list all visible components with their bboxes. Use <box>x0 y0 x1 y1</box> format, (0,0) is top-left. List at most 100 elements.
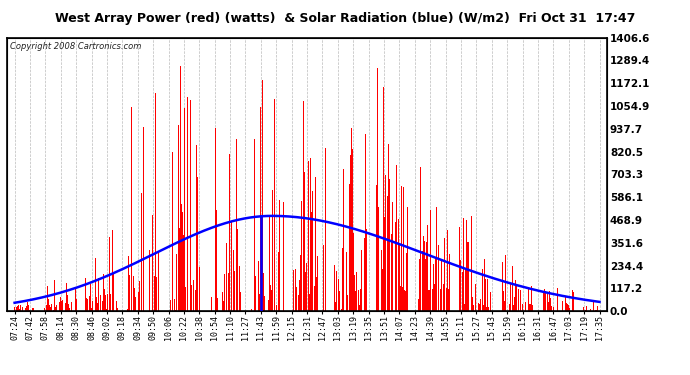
Bar <box>119 148 121 311</box>
Bar <box>293 270 294 311</box>
Bar <box>61 300 62 311</box>
Bar <box>335 302 336 311</box>
Bar <box>250 246 251 311</box>
Bar <box>532 306 533 311</box>
Bar <box>316 277 317 311</box>
Bar <box>406 207 408 311</box>
Bar <box>464 304 465 311</box>
Bar <box>472 297 473 311</box>
Bar <box>29 310 30 311</box>
Bar <box>314 286 315 311</box>
Bar <box>245 299 246 311</box>
Bar <box>217 298 218 311</box>
Bar <box>36 291 37 311</box>
Bar <box>467 242 468 311</box>
Bar <box>375 157 376 311</box>
Bar <box>283 202 284 311</box>
Bar <box>366 300 368 311</box>
Bar <box>353 232 354 311</box>
Bar <box>485 279 486 311</box>
Bar <box>251 309 253 311</box>
Bar <box>234 271 235 311</box>
Bar <box>479 304 480 311</box>
Bar <box>272 190 273 311</box>
Bar <box>166 107 167 311</box>
Bar <box>595 310 596 311</box>
Bar <box>179 228 180 311</box>
Bar <box>436 207 437 311</box>
Bar <box>553 307 554 311</box>
Bar <box>435 258 436 311</box>
Bar <box>203 242 204 311</box>
Bar <box>562 301 563 311</box>
Bar <box>539 299 540 311</box>
Bar <box>350 155 351 311</box>
Bar <box>231 222 232 311</box>
Bar <box>533 307 535 311</box>
Bar <box>158 251 159 311</box>
Text: West Array Power (red) (watts)  & Solar Radiation (blue) (W/m2)  Fri Oct 31  17:: West Array Power (red) (watts) & Solar R… <box>55 12 635 25</box>
Bar <box>513 304 514 311</box>
Bar <box>274 99 275 311</box>
Bar <box>384 217 385 311</box>
Bar <box>205 165 206 311</box>
Bar <box>243 162 244 311</box>
Bar <box>56 305 57 311</box>
Bar <box>223 301 224 311</box>
Bar <box>91 308 92 311</box>
Bar <box>308 160 309 311</box>
Bar <box>396 165 397 311</box>
Bar <box>79 303 81 311</box>
Bar <box>551 306 552 311</box>
Bar <box>478 303 479 311</box>
Bar <box>360 289 361 311</box>
Bar <box>248 187 249 311</box>
Bar <box>139 281 140 311</box>
Bar <box>382 268 383 311</box>
Bar <box>540 288 542 311</box>
Bar <box>211 297 213 311</box>
Bar <box>565 297 566 311</box>
Bar <box>178 124 179 311</box>
Bar <box>104 289 105 311</box>
Bar <box>514 297 515 311</box>
Bar <box>483 305 484 311</box>
Bar <box>107 294 108 311</box>
Bar <box>163 258 164 311</box>
Bar <box>518 289 519 311</box>
Bar <box>285 261 286 311</box>
Bar <box>26 306 27 311</box>
Bar <box>450 200 451 311</box>
Bar <box>50 307 51 311</box>
Bar <box>291 228 293 311</box>
Bar <box>131 107 132 311</box>
Bar <box>342 248 343 311</box>
Bar <box>458 306 460 311</box>
Bar <box>19 309 20 311</box>
Bar <box>412 184 413 311</box>
Bar <box>180 66 181 311</box>
Bar <box>172 152 173 311</box>
Bar <box>418 299 420 311</box>
Bar <box>361 250 362 311</box>
Bar <box>300 255 301 311</box>
Bar <box>69 308 70 311</box>
Bar <box>182 212 183 311</box>
Bar <box>482 269 483 311</box>
Bar <box>429 290 430 311</box>
Bar <box>133 276 134 311</box>
Bar <box>185 287 186 311</box>
Bar <box>310 158 311 311</box>
Bar <box>402 288 403 311</box>
Bar <box>303 100 304 311</box>
Bar <box>330 271 331 311</box>
Bar <box>557 288 558 311</box>
Bar <box>109 237 110 311</box>
Bar <box>149 250 150 311</box>
Bar <box>31 310 32 311</box>
Bar <box>27 302 28 311</box>
Bar <box>103 274 104 311</box>
Bar <box>579 308 580 311</box>
Bar <box>365 134 366 311</box>
Bar <box>229 154 230 311</box>
